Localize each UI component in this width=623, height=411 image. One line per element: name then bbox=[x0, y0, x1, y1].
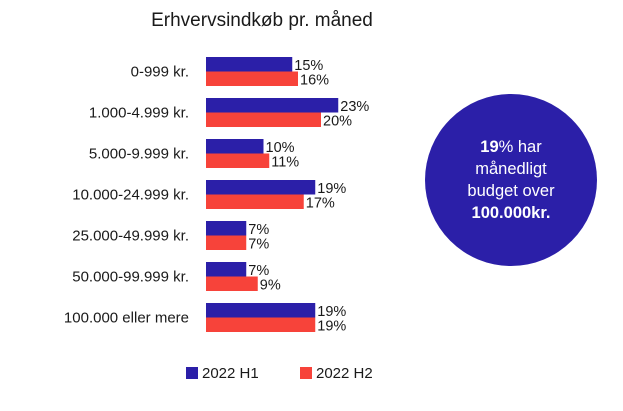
category-label: 1.000-4.999 kr. bbox=[89, 105, 189, 122]
bar-h1 bbox=[206, 98, 339, 113]
bar-h2 bbox=[206, 276, 258, 291]
callout-line-1: 19% har bbox=[480, 136, 541, 158]
value-label: 9% bbox=[260, 278, 281, 294]
bar-h1 bbox=[206, 57, 293, 72]
callout-line-3: budget over bbox=[467, 182, 555, 200]
bar-h2 bbox=[206, 71, 298, 86]
bar-h1 bbox=[206, 303, 316, 318]
category-label: 10.000-24.999 kr. bbox=[72, 187, 189, 204]
value-label: 7% bbox=[248, 263, 269, 279]
category-label: 25.000-49.999 kr. bbox=[72, 228, 189, 245]
value-label: 19% bbox=[317, 304, 346, 320]
callout-line-4: 100.000kr. bbox=[472, 202, 551, 224]
bar-h1 bbox=[206, 139, 264, 154]
category-label: 5.000-9.999 kr. bbox=[89, 146, 189, 163]
callout-percent: 19 bbox=[480, 138, 499, 156]
bar-h2 bbox=[206, 317, 316, 332]
legend-label: 2022 H1 bbox=[202, 365, 259, 382]
category-label: 0-999 kr. bbox=[131, 64, 189, 81]
value-label: 16% bbox=[300, 73, 329, 89]
value-label: 10% bbox=[266, 140, 295, 156]
callout-line-2: månedligt bbox=[475, 160, 547, 178]
value-label: 7% bbox=[248, 237, 269, 253]
bar-h1 bbox=[206, 221, 247, 236]
category-label: 100.000 eller mere bbox=[64, 310, 189, 327]
bar-h2 bbox=[206, 153, 270, 168]
value-label: 20% bbox=[323, 114, 352, 130]
value-label: 15% bbox=[294, 58, 323, 74]
chart-title: Erhvervsindkøb pr. måned bbox=[151, 10, 373, 31]
category-label: 50.000-99.999 kr. bbox=[72, 269, 189, 286]
value-label: 19% bbox=[317, 319, 346, 335]
budget-callout: 19% har månedligt budget over 100.000kr. bbox=[425, 94, 597, 266]
bar-h2 bbox=[206, 235, 247, 250]
bar-h2 bbox=[206, 112, 321, 127]
callout-amount: 100.000kr. bbox=[471, 204, 551, 222]
callout-line-1-rest: % har bbox=[498, 138, 542, 156]
value-label: 23% bbox=[340, 99, 369, 115]
bar-h2 bbox=[206, 194, 304, 209]
value-label: 11% bbox=[271, 155, 299, 171]
value-label: 7% bbox=[248, 222, 269, 238]
bar-h1 bbox=[206, 180, 316, 195]
value-label: 17% bbox=[306, 196, 335, 212]
legend-swatch bbox=[300, 367, 312, 379]
value-label: 19% bbox=[317, 181, 346, 197]
legend-label: 2022 H2 bbox=[316, 365, 373, 382]
legend-swatch bbox=[186, 367, 198, 379]
bar-h1 bbox=[206, 262, 247, 277]
